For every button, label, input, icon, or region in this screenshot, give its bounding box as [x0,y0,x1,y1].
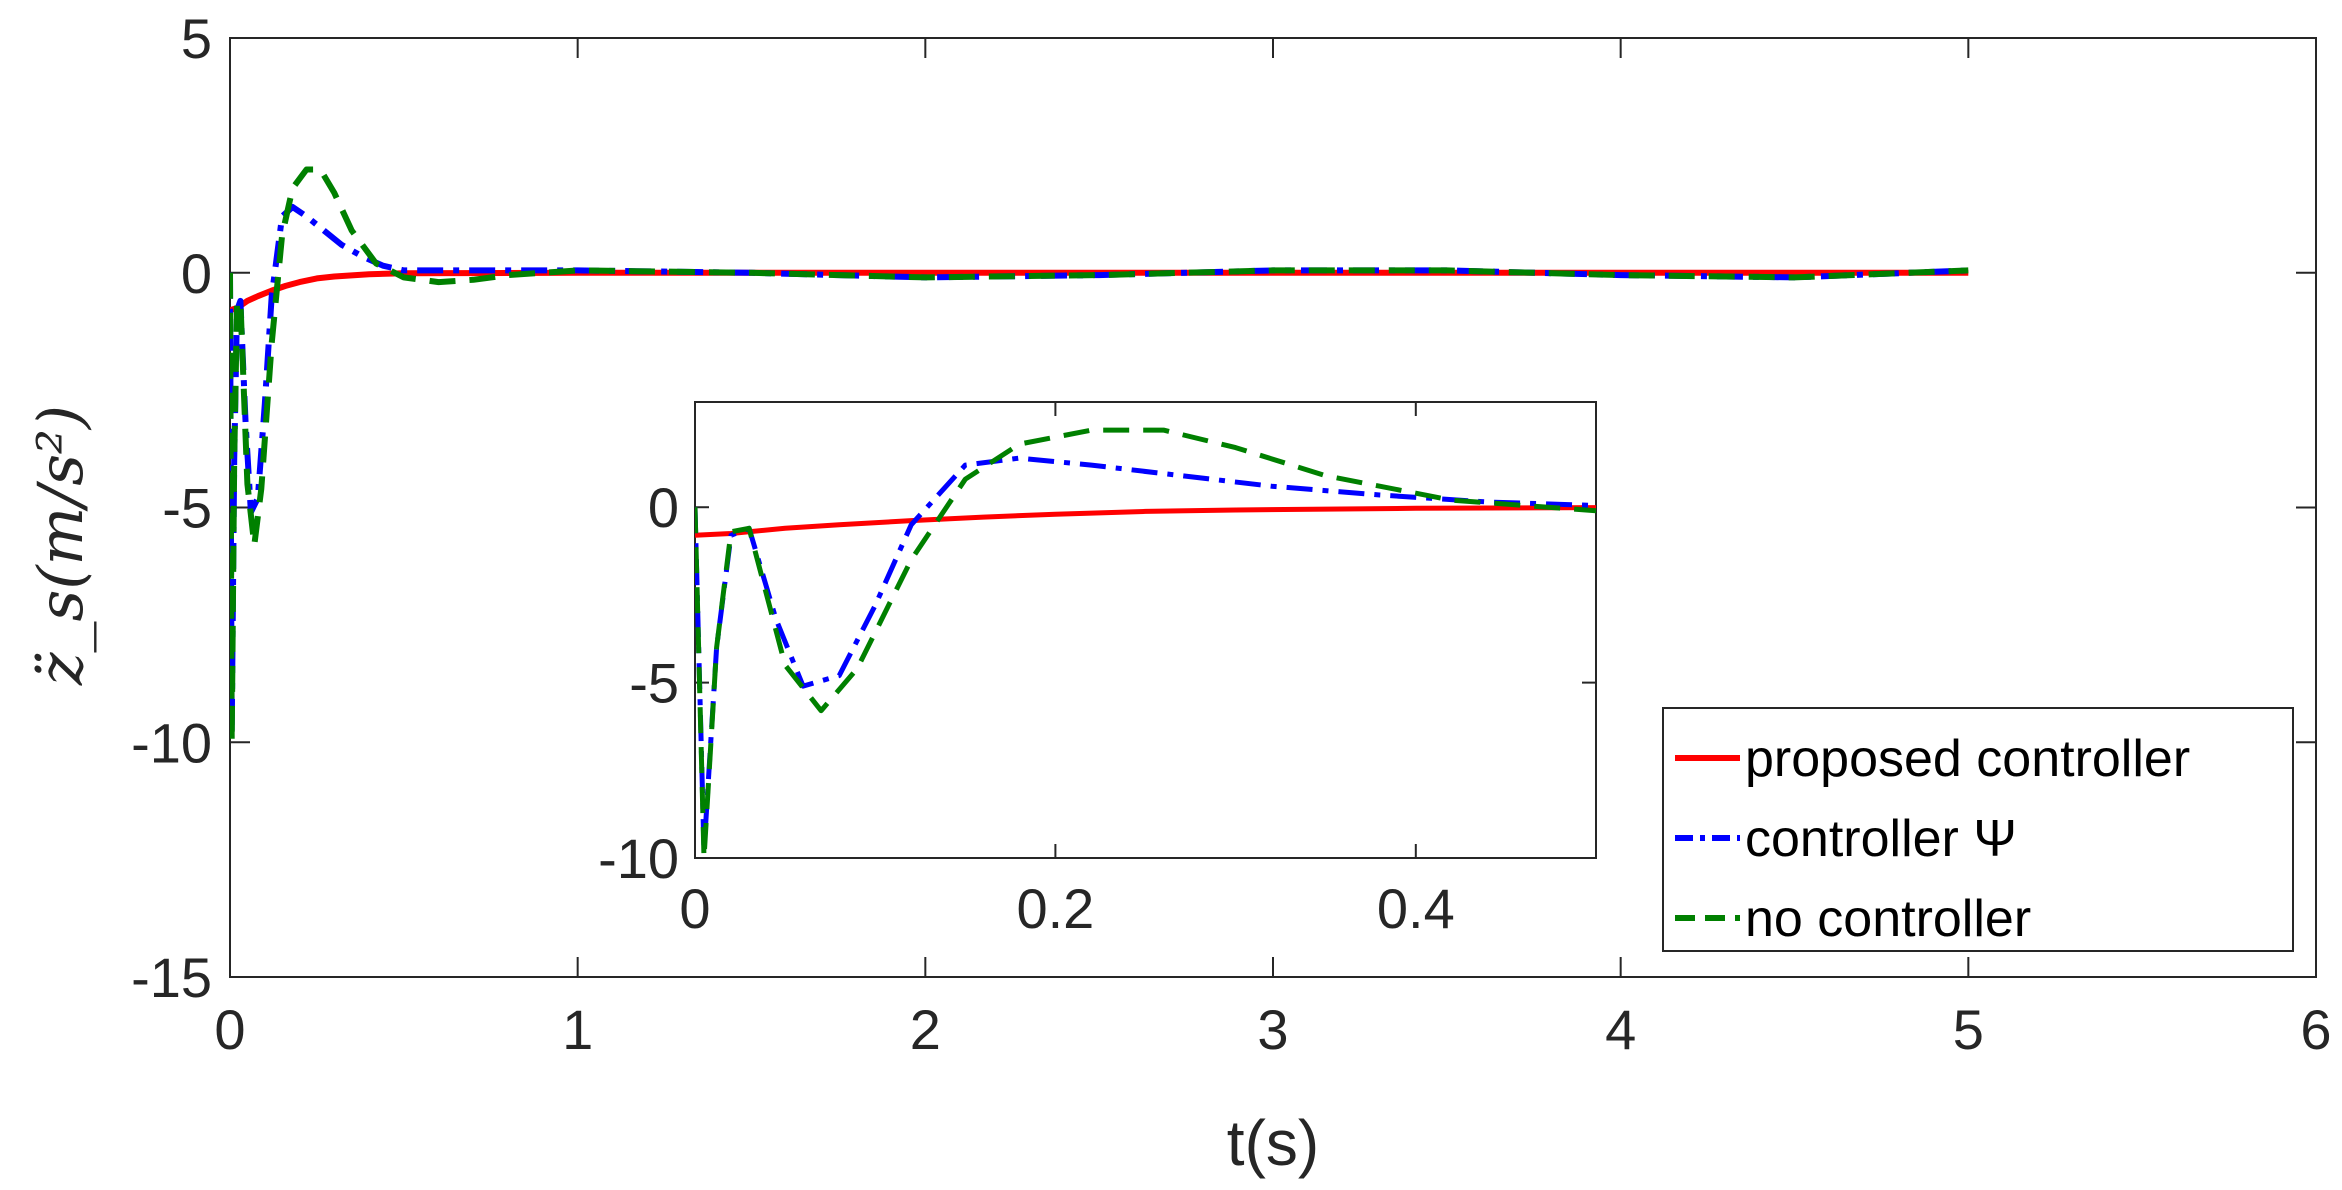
main-y-tick-label: -10 [131,711,212,774]
main-x-tick-label: 0 [214,998,245,1061]
inset-y-tick-label: -5 [629,652,679,715]
main-y-tick-label: -15 [131,946,212,1009]
main-series-line-2 [230,166,1969,746]
main-x-tick-label: 2 [910,998,941,1061]
inset-y-tick-label: -10 [598,827,679,890]
main-y-tick-label: 5 [181,7,212,70]
legend-box [1662,707,2294,952]
main-y-tick-label: -5 [162,477,212,540]
legend-label-0: proposed controller [1745,730,2190,788]
inset-series-line-0 [695,505,1596,538]
inset-x-tick-label: 0 [679,877,710,940]
main-x-tick-label: 5 [1953,998,1984,1061]
main-y-tick-label: 0 [181,242,212,305]
main-x-tick-label: 4 [1605,998,1636,1061]
legend-label-2: no controller [1745,890,2031,948]
main-x-tick-label: 6 [2300,998,2331,1061]
inset-frame [694,401,1597,859]
inset-x-tick-label: 0.4 [1377,877,1455,940]
y-axis-label: z̈_s(m/s²) [24,405,97,686]
legend-label-1: controller Ψ [1745,810,2017,868]
main-x-tick-label: 3 [1257,998,1288,1061]
main-plot-area [230,166,1969,746]
x-axis-label: t(s) [1227,1107,1319,1179]
inset-axes: 0 0.2 0.4 0 -5 -10 [598,401,1597,940]
inset-y-tick-label: 0 [648,476,679,539]
inset-plot-area [695,427,1596,858]
main-x-tick-label: 1 [562,998,593,1061]
inset-x-tick-label: 0.2 [1016,877,1094,940]
legend: proposed controller controller Ψ no contro… [1662,707,2294,952]
